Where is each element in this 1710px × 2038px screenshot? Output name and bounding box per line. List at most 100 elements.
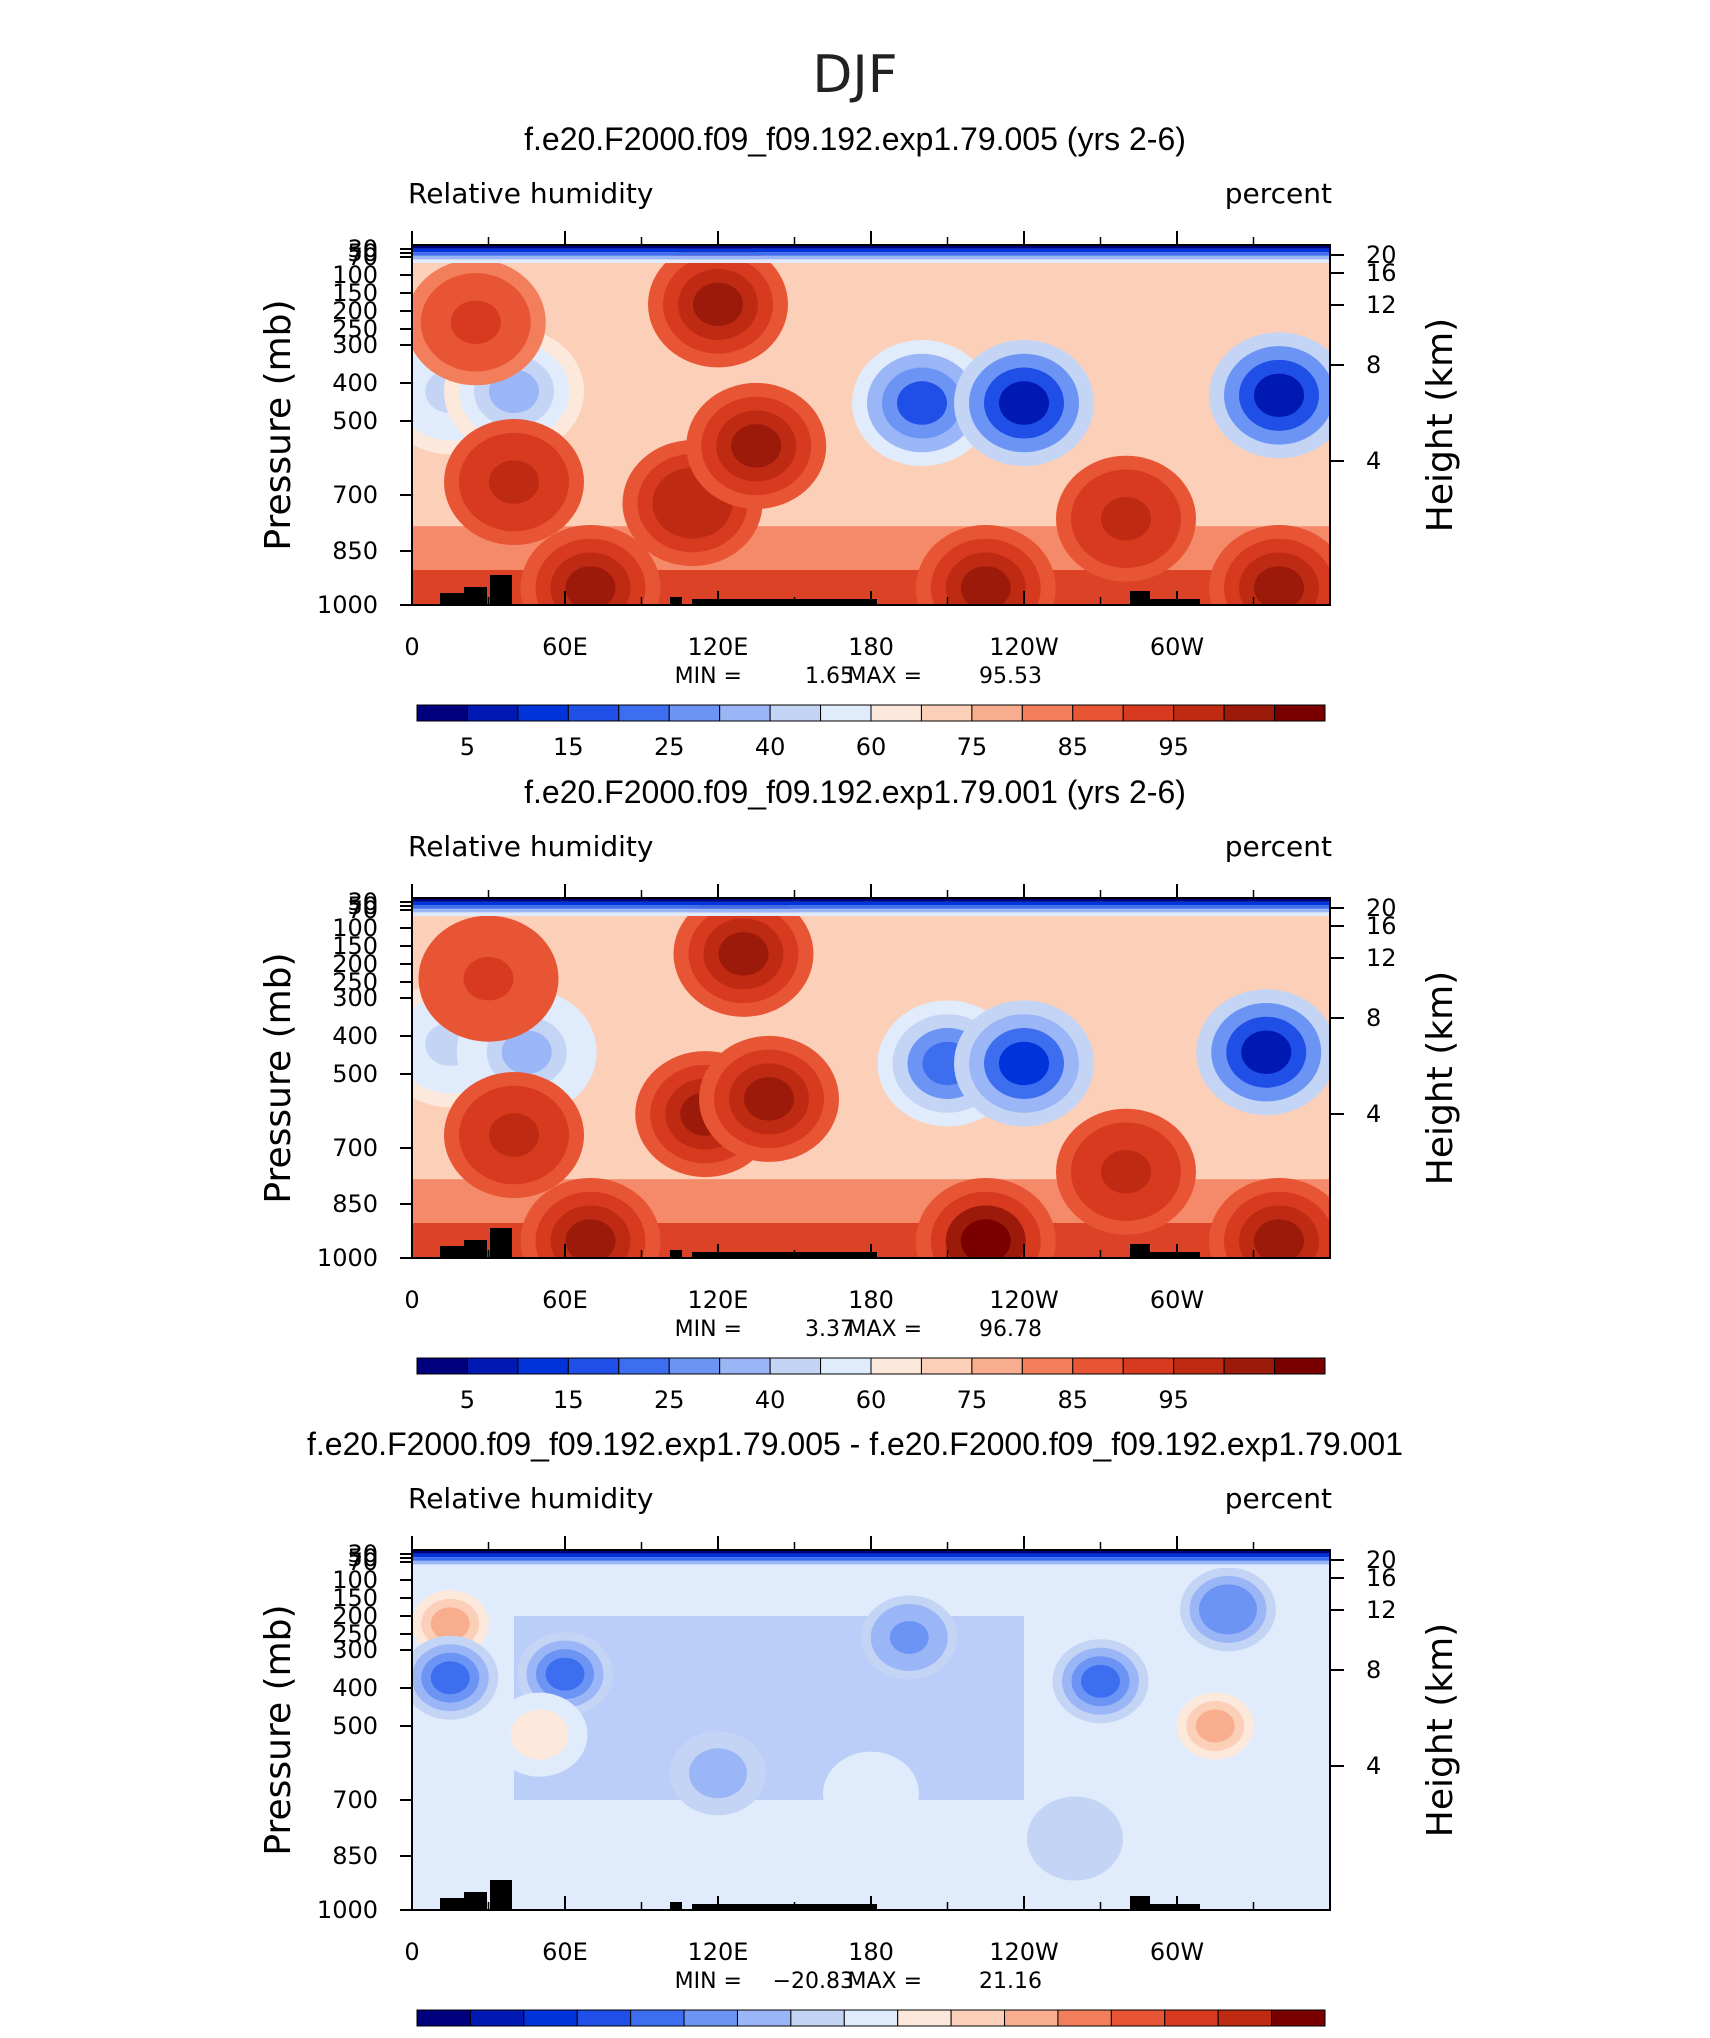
colorbar-swatch	[416, 2009, 471, 2027]
topography	[464, 1892, 487, 1910]
topography	[490, 1880, 512, 1910]
y-right-axis-label: Height (km)	[1420, 1623, 1461, 1837]
topography	[692, 599, 877, 605]
stratosphere-stripe	[412, 905, 1330, 909]
colorbar-swatch	[950, 2009, 1006, 2027]
y-tick-label: 1000	[317, 1244, 378, 1272]
y-tick-label: 30	[347, 1540, 378, 1568]
colorbar-label: 15	[553, 1386, 584, 1414]
topography	[440, 593, 464, 605]
colorbar-swatch	[630, 2009, 685, 2027]
y-axis-label: Pressure (mb)	[258, 1604, 299, 1855]
contour-blob	[851, 1777, 891, 1811]
y-tick-label: 150	[332, 279, 378, 307]
colorbar-swatch	[870, 704, 922, 722]
x-tick-label: 60E	[542, 1938, 588, 1966]
y-tick-label: 850	[332, 1190, 378, 1218]
colorbar-swatch	[1164, 2009, 1219, 2027]
colorbar-swatch	[1057, 2009, 1112, 2027]
colorbar-swatch	[719, 1357, 771, 1375]
y-tick-label: 50	[347, 892, 378, 920]
units-label: percent	[1225, 177, 1332, 210]
topography	[1150, 599, 1200, 605]
y-right-tick-label: 4	[1366, 1752, 1381, 1780]
topography	[692, 1252, 877, 1258]
x-tick-label: 180	[848, 1938, 894, 1966]
topography	[670, 597, 682, 605]
contour-blob	[1208, 1592, 1248, 1626]
colorbar-swatch	[1223, 704, 1276, 722]
colorbar-swatch	[736, 2009, 792, 2027]
x-tick-label: 120W	[989, 1286, 1059, 1314]
contour-blob	[693, 282, 743, 327]
colorbar-swatch	[466, 704, 519, 722]
stratosphere-stripe	[412, 912, 1330, 916]
y-tick-label: 1000	[317, 1896, 378, 1924]
y-tick-label: 70	[347, 1548, 378, 1576]
contour-blob	[1081, 1664, 1120, 1698]
topography	[1150, 1904, 1200, 1910]
y-right-tick-label: 20	[1366, 241, 1397, 269]
contour-blob	[565, 566, 616, 605]
y-tick-label: 200	[332, 950, 378, 978]
x-tick-label: 60E	[542, 633, 588, 661]
topography	[1130, 1896, 1150, 1910]
colorbar-swatch	[769, 1357, 822, 1375]
colorbar: −50−40−30−20−15−10−505101520304050	[416, 2009, 1326, 2027]
contour-blob	[520, 1718, 559, 1752]
panel-1: f.e20.F2000.f09_f09.192.exp1.79.005 (yrs…	[258, 121, 1461, 761]
colorbar-swatch	[618, 704, 670, 722]
topography	[464, 1240, 487, 1258]
field	[412, 245, 1330, 605]
y-tick-label: 500	[332, 1060, 378, 1088]
y-tick-label: 700	[332, 1786, 378, 1814]
y-tick-label: 300	[332, 984, 378, 1012]
y-tick-label: 700	[332, 481, 378, 509]
stratosphere-stripe	[412, 259, 1330, 263]
colorbar-swatch	[567, 1357, 620, 1375]
colorbar-swatch	[1021, 704, 1074, 722]
colorbar-swatch	[416, 1357, 468, 1375]
x-tick-label: 180	[848, 633, 894, 661]
contour-blob	[565, 1219, 616, 1258]
y-tick-label: 150	[332, 1584, 378, 1612]
x-tick-label: 120E	[688, 633, 749, 661]
y-right-axis-label: Height (km)	[1420, 971, 1461, 1185]
contour-blob	[1241, 1030, 1292, 1074]
min-value: 1.65	[805, 664, 854, 689]
contour-blob	[731, 424, 782, 468]
y-tick-label: 250	[332, 1620, 378, 1648]
colorbar-label: 5	[460, 1386, 475, 1414]
x-tick-label: 120E	[688, 1938, 749, 1966]
x-tick-label: 120E	[688, 1286, 749, 1314]
y-right-axis-label: Height (km)	[1420, 318, 1461, 532]
colorbar-label: 40	[755, 1386, 786, 1414]
topography	[670, 1902, 682, 1910]
topography	[1130, 591, 1150, 605]
contour-blob	[999, 1041, 1049, 1086]
x-tick-label: 60W	[1150, 1286, 1204, 1314]
y-tick-label: 850	[332, 1842, 378, 1870]
y-tick-label: 250	[332, 968, 378, 996]
colorbar-swatch	[469, 2009, 525, 2027]
topography	[692, 1904, 877, 1910]
colorbar-swatch	[920, 1357, 973, 1375]
colorbar-swatch	[618, 1357, 670, 1375]
variable-label: Relative humidity	[408, 177, 653, 210]
x-tick-label: 120W	[989, 633, 1059, 661]
colorbar-swatch	[870, 1357, 922, 1375]
colorbar-swatch	[1274, 704, 1326, 722]
max-label: MAX =	[847, 664, 922, 689]
colorbar-swatch	[416, 704, 468, 722]
colorbar-swatch	[719, 704, 771, 722]
colorbar-label: 60	[856, 733, 887, 761]
contour-blob	[430, 1661, 470, 1695]
contour-blob	[463, 956, 514, 1001]
contour-blob	[744, 1077, 794, 1121]
y-tick-label: 200	[332, 1602, 378, 1630]
topography	[440, 1246, 464, 1258]
contour-blob	[1101, 1149, 1151, 1194]
colorbar-swatch	[1122, 1357, 1175, 1375]
contour-blob	[718, 932, 769, 976]
